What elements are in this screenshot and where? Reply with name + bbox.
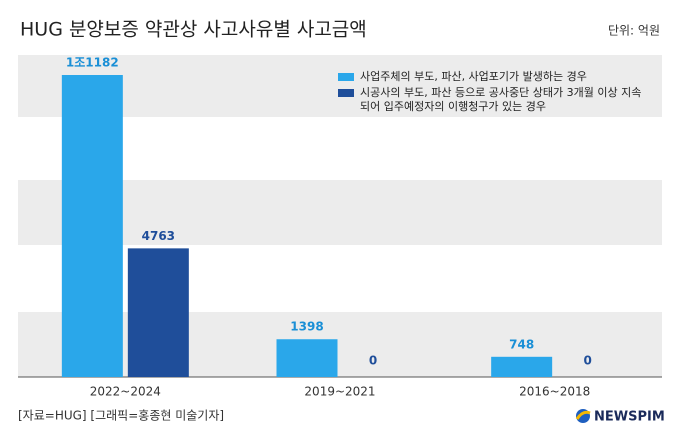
bar	[127, 248, 189, 377]
value-label: 748	[509, 337, 534, 351]
band	[18, 55, 662, 117]
legend-label: 시공사의 부도, 파산 등으로 공사중단 상태가 3개월 이상 지속되어 입주예…	[360, 86, 642, 113]
value-label: 0	[369, 354, 377, 368]
x-tick-label: 2019~2021	[304, 385, 375, 399]
bar	[276, 339, 338, 377]
legend-swatch	[338, 89, 354, 97]
logo: NEWSPIM	[594, 410, 665, 425]
chart-title: HUG 분양보증 약관상 사고사유별 사고금액	[20, 19, 367, 41]
bar	[61, 75, 123, 377]
source: [자료=HUG] [그래픽=홍종현 미술기자]	[18, 409, 224, 423]
legend-swatch	[338, 73, 354, 81]
value-label: 0	[583, 354, 591, 368]
legend-item: 시공사의 부도, 파산 등으로 공사중단 상태가 3개월 이상 지속되어 입주예…	[338, 86, 648, 114]
unit-label: 단위: 억원	[608, 24, 660, 38]
band	[18, 312, 662, 377]
x-tick-label: 2016~2018	[519, 385, 590, 399]
value-label: 1398	[290, 320, 323, 334]
value-label: 1조1182	[66, 56, 119, 70]
legend-item: 사업주체의 부도, 파산, 사업포기가 발생하는 경우	[338, 70, 648, 84]
value-label: 4763	[142, 229, 175, 243]
logo-icon	[575, 410, 591, 420]
legend-label: 사업주체의 부도, 파산, 사업포기가 발생하는 경우	[360, 70, 587, 83]
band	[18, 180, 662, 245]
bar	[491, 356, 553, 377]
x-tick-label: 2022~2024	[90, 385, 161, 399]
